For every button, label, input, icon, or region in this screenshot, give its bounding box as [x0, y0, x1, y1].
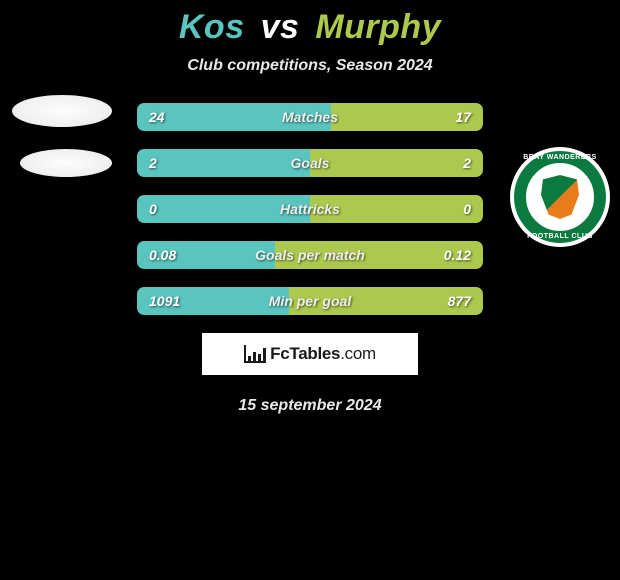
- stat-row: 0.08Goals per match0.12: [137, 241, 483, 269]
- crest-text-top: BRAY WANDERERS: [523, 154, 597, 161]
- stat-value-right: 17: [403, 109, 483, 125]
- stat-label: Goals: [217, 155, 403, 171]
- stat-row: 0Hattricks0: [137, 195, 483, 223]
- content-area: BRAY WANDERERS FOOTBALL CLUB 24Matches17…: [0, 103, 620, 415]
- brand-bold: FcTables: [270, 344, 340, 363]
- player2-name: Murphy: [315, 8, 441, 46]
- stat-value-left: 0.08: [137, 247, 217, 263]
- comparison-card: Kos vs Murphy Club competitions, Season …: [0, 0, 620, 415]
- stat-label: Min per goal: [217, 293, 403, 309]
- stat-value-left: 0: [137, 201, 217, 217]
- brand-thin: .com: [340, 344, 376, 363]
- stat-value-left: 2: [137, 155, 217, 171]
- stat-row: 1091Min per goal877: [137, 287, 483, 315]
- ellipse-shape: [20, 149, 112, 177]
- stat-value-left: 1091: [137, 293, 217, 309]
- stat-value-right: 2: [403, 155, 483, 171]
- subtitle: Club competitions, Season 2024: [0, 57, 620, 75]
- vs-separator: vs: [261, 8, 300, 46]
- stat-value-right: 0.12: [403, 247, 483, 263]
- stat-value-left: 24: [137, 109, 217, 125]
- stat-value-right: 877: [403, 293, 483, 309]
- brand-text: FcTables.com: [270, 344, 376, 364]
- stat-value-right: 0: [403, 201, 483, 217]
- stat-label: Hattricks: [217, 201, 403, 217]
- stat-row: 24Matches17: [137, 103, 483, 131]
- crest-text-bottom: FOOTBALL CLUB: [527, 233, 593, 240]
- ellipse-shape: [12, 95, 112, 127]
- title: Kos vs Murphy: [0, 8, 620, 47]
- chart-icon: [244, 345, 266, 363]
- player2-club-crest: BRAY WANDERERS FOOTBALL CLUB: [508, 147, 612, 247]
- stat-label: Goals per match: [217, 247, 403, 263]
- crest: BRAY WANDERERS FOOTBALL CLUB: [510, 147, 610, 247]
- stats-bars: 24Matches17 2Goals2 0Hattricks0 0.08Goals p…: [137, 103, 483, 315]
- player1-name: Kos: [179, 8, 245, 46]
- stat-label: Matches: [217, 109, 403, 125]
- stat-row: 2Goals2: [137, 149, 483, 177]
- crest-inner: [530, 167, 590, 227]
- crest-shield-icon: [541, 175, 579, 219]
- branding-banner[interactable]: FcTables.com: [202, 333, 418, 375]
- player1-badge-placeholder: [12, 95, 112, 199]
- date-text: 15 september 2024: [0, 397, 620, 415]
